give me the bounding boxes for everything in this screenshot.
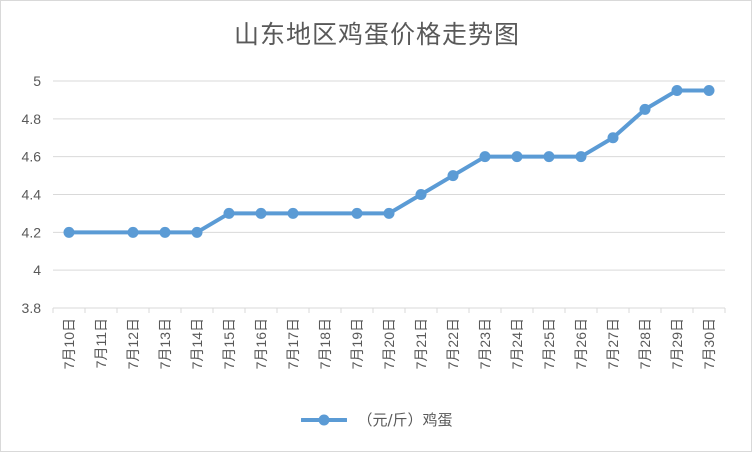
x-tick-label: 7月18日 <box>317 318 333 369</box>
x-tick-label: 7月22日 <box>445 318 461 369</box>
data-point <box>127 226 139 238</box>
series-group <box>63 84 715 238</box>
x-tick-label: 7月26日 <box>573 318 589 369</box>
legend-marker <box>318 414 330 425</box>
x-tick-label: 7月12日 <box>125 318 141 369</box>
data-point <box>159 226 171 238</box>
data-point <box>255 207 267 219</box>
data-point <box>703 84 715 96</box>
x-tick-label: 7月10日 <box>61 318 77 369</box>
x-tick-label: 7月24日 <box>509 318 525 369</box>
x-tick-label: 7月28日 <box>637 318 653 369</box>
x-axis <box>52 307 726 313</box>
gridlines <box>53 80 725 271</box>
data-point <box>191 226 203 238</box>
y-tick-label: 4 <box>33 262 41 278</box>
x-tick-label: 7月11日 <box>93 318 109 368</box>
chart-title: 山东地区鸡蛋价格走势图 <box>233 20 520 49</box>
legend: （元/斤）鸡蛋 <box>1 409 752 430</box>
x-axis-ticks: 7月10日 7月11日 7月12日 7月13日 7月14日 7月15日 7月16日 7月17日… <box>61 318 717 369</box>
x-tick-label: 7月14日 <box>189 318 205 369</box>
x-tick-label: 7月29日 <box>669 318 685 369</box>
x-tick-label: 7月27日 <box>605 318 621 369</box>
data-point <box>479 151 491 163</box>
x-tick-label: 7月16日 <box>253 318 269 369</box>
data-point <box>543 151 555 163</box>
y-tick-label: 4.4 <box>22 187 42 203</box>
data-point <box>607 132 619 144</box>
y-tick-label: 4.6 <box>22 149 42 165</box>
x-tick-label: 7月25日 <box>541 318 557 369</box>
x-tick-label: 7月13日 <box>157 318 173 369</box>
data-point <box>671 84 683 96</box>
data-point <box>223 207 235 219</box>
legend-swatch <box>301 414 348 425</box>
x-tick-label: 7月17日 <box>285 318 301 369</box>
data-point <box>287 207 299 219</box>
x-tick-label: 7月21日 <box>413 318 429 369</box>
data-point <box>575 151 587 163</box>
x-tick-label: 7月19日 <box>349 318 365 369</box>
data-point <box>511 151 523 163</box>
data-point <box>447 170 459 182</box>
x-tick-label: 7月23日 <box>477 318 493 369</box>
x-tick-label: 7月20日 <box>381 318 397 369</box>
x-tick-label: 7月30日 <box>701 318 717 369</box>
data-point <box>639 103 651 115</box>
y-tick-label: 4.2 <box>22 224 42 240</box>
data-point <box>383 207 395 219</box>
data-point <box>351 207 363 219</box>
data-point <box>415 189 427 200</box>
y-tick-label: 5 <box>33 73 41 89</box>
y-tick-label: 4.8 <box>22 111 42 127</box>
legend-label: （元/斤）鸡蛋 <box>357 411 453 429</box>
x-tick-label: 7月15日 <box>221 318 237 369</box>
y-axis-ticks: 3.8 4 4.2 4.4 4.6 4.8 5 <box>22 73 42 316</box>
y-tick-label: 3.8 <box>22 300 42 316</box>
data-point <box>63 226 75 238</box>
